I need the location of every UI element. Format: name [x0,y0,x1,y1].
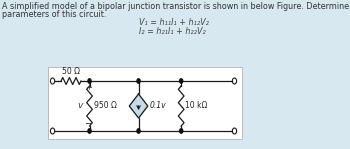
Text: v: v [78,101,83,111]
Text: +: + [85,83,92,93]
FancyBboxPatch shape [48,67,242,139]
Text: A simplified model of a bipolar junction transistor is shown in below Figure. De: A simplified model of a bipolar junction… [2,2,350,11]
Text: I₂ = h₂₁I₁ + h₂₂V₂: I₂ = h₂₁I₁ + h₂₂V₂ [139,27,205,36]
Text: −: − [85,119,93,129]
Text: V₁ = h₁₁I₁ + h₁₂V₂: V₁ = h₁₁I₁ + h₁₂V₂ [139,18,208,27]
Circle shape [88,79,91,83]
Circle shape [180,79,183,83]
Text: parameters of this circuit.: parameters of this circuit. [2,10,106,19]
Circle shape [180,129,183,133]
Text: 50 Ω: 50 Ω [62,67,80,76]
Circle shape [137,129,140,133]
Text: 0.1v: 0.1v [150,101,167,111]
Circle shape [137,79,140,83]
Text: 10 kΩ: 10 kΩ [186,101,208,111]
Text: 950 Ω: 950 Ω [94,101,117,111]
Polygon shape [129,94,148,118]
Circle shape [88,129,91,133]
